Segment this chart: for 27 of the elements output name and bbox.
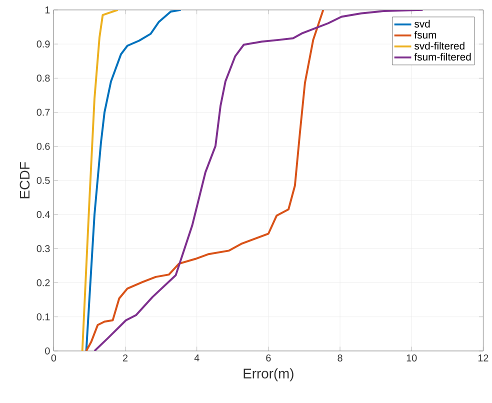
x-tick-label: 10 [406, 354, 417, 362]
legend-label: svd-filtered [414, 42, 464, 50]
line-series [81, 10, 119, 352]
y-axis-title: ECDF [20, 162, 30, 198]
x-tick-label: 8 [338, 354, 342, 362]
legend-label: fsum-filtered [414, 53, 471, 61]
y-tick-label: 0.9 [36, 40, 50, 48]
x-tick-label: 2 [123, 354, 128, 362]
y-tick-label: 0.3 [36, 245, 50, 252]
y-tick-label: 0.7 [36, 108, 50, 116]
y-tick-label: 0.2 [36, 279, 50, 286]
x-axis-title: Error(m) [244, 368, 294, 382]
legend-label: fsum [414, 31, 436, 39]
y-tick-label: 0.5 [36, 177, 50, 184]
y-tick-label: 0.6 [36, 143, 50, 150]
line-series [85, 10, 324, 352]
y-tick-label: 0.1 [36, 314, 50, 321]
x-tick-label: 4 [194, 354, 200, 362]
y-tick-label: 0 [45, 348, 50, 355]
y-tick-label: 1 [45, 6, 50, 14]
legend-label: svd [414, 20, 430, 28]
y-tick-label: 0.8 [36, 74, 50, 82]
x-tick-label: 0 [51, 354, 56, 362]
line-series [85, 10, 182, 352]
x-tick-label: 12 [478, 354, 488, 362]
y-tick-label: 0.4 [36, 211, 50, 218]
x-tick-label: 6 [266, 354, 271, 362]
